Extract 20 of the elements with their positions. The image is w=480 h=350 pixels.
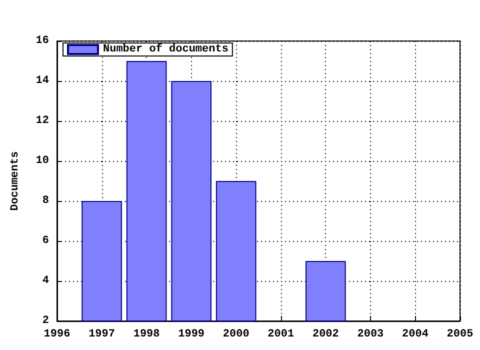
y-axis-title: Documents [10,151,22,211]
x-tick-label: 1999 [178,328,205,340]
y-tick-label: 10 [36,155,49,167]
x-tick-label: 1997 [88,328,115,340]
y-tick-label: 16 [36,35,49,47]
y-tick-label: 12 [36,115,49,127]
legend-label: Number of documents [103,42,228,56]
x-tick-label: 1998 [133,328,160,340]
y-tick-label: 2 [42,315,49,327]
x-tick-label: 2000 [222,328,250,340]
x-tick-label: 2004 [402,328,429,340]
y-tick-label: 4 [42,275,50,287]
y-tick-label: 14 [36,75,50,87]
x-tick-label: 2003 [357,328,384,340]
x-tick-label: 2005 [446,328,474,340]
x-tick-label: 2002 [312,328,339,340]
y-tick-label: 6 [42,235,49,247]
x-tick-label: 1996 [44,328,70,340]
y-tick-label: 8 [42,195,50,207]
x-tick-label: 2001 [268,328,294,340]
